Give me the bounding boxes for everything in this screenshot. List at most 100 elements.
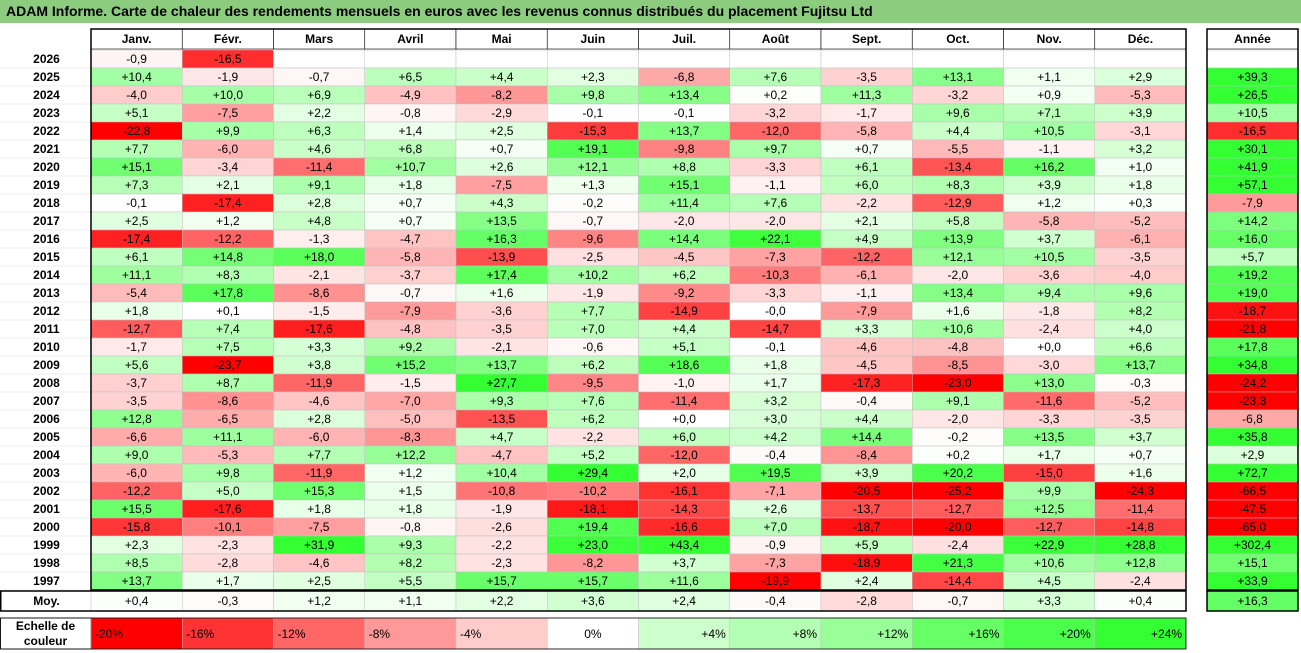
heatmap-cell-value: +9,9 bbox=[216, 124, 240, 138]
heatmap-cell-value: +4,7 bbox=[490, 430, 514, 444]
heatmap-cell-value: +7,3 bbox=[125, 178, 149, 192]
heatmap-cell-value: +1,1 bbox=[1037, 70, 1061, 84]
color-scale-stop-label: +4% bbox=[701, 627, 726, 641]
heatmap-cell-value: -0,7 bbox=[309, 70, 330, 84]
heatmap-cell-value: -9,8 bbox=[674, 142, 695, 156]
heatmap-cell-value: -12,7 bbox=[1035, 520, 1063, 534]
heatmap-cell-value: -7,3 bbox=[765, 556, 786, 570]
heatmap-cell-value: +2,9 bbox=[1129, 70, 1153, 84]
heatmap-cell-value: +2,1 bbox=[216, 178, 240, 192]
year-label: 1997 bbox=[33, 574, 60, 588]
heatmap-cell-value: +6,2 bbox=[581, 358, 605, 372]
heatmap-cell-value: -2,2 bbox=[491, 538, 512, 552]
heatmap-cell-value: -2,1 bbox=[309, 268, 330, 282]
heatmap-cell-value: -2,4 bbox=[948, 538, 969, 552]
heatmap-cell-value: +17,4 bbox=[486, 268, 517, 282]
heatmap-cell-value: -3,3 bbox=[1039, 412, 1060, 426]
annual-cell-value: +57,1 bbox=[1237, 178, 1268, 192]
heatmap-cell-value: +13,1 bbox=[943, 70, 974, 84]
heatmap-cell-value: +29,4 bbox=[578, 466, 609, 480]
heatmap-cell-value: -2,0 bbox=[674, 214, 695, 228]
heatmap-cell-value: +19,1 bbox=[578, 142, 609, 156]
month-header-label: Juin bbox=[581, 32, 606, 46]
heatmap-cell-value: +4,4 bbox=[946, 124, 970, 138]
heatmap-cell-value: -13,7 bbox=[853, 502, 881, 516]
heatmap-cell-value: +1,6 bbox=[490, 286, 514, 300]
year-label: 2013 bbox=[33, 286, 60, 300]
annual-cell-value: +5,7 bbox=[1241, 250, 1265, 264]
heatmap-cell-value: -8,6 bbox=[218, 394, 239, 408]
heatmap-cell-value: -6,5 bbox=[218, 412, 239, 426]
heatmap-cell-value: +7,1 bbox=[1037, 106, 1061, 120]
heatmap-cell-value: +11,3 bbox=[852, 88, 882, 102]
heatmap-cell-value: +4,4 bbox=[855, 412, 879, 426]
heatmap-cell-value: -5,8 bbox=[1039, 214, 1060, 228]
annual-cell-value: +15,1 bbox=[1237, 556, 1268, 570]
heatmap-cell-value: +10,6 bbox=[1034, 556, 1065, 570]
heatmap-cell-value: -12,7 bbox=[123, 322, 151, 336]
heatmap-cell-value: -4,0 bbox=[126, 88, 147, 102]
heatmap-cell-value: +18,6 bbox=[669, 358, 700, 372]
heatmap-cell-value: -3,5 bbox=[1130, 412, 1151, 426]
heatmap-cell-value: -7,5 bbox=[309, 520, 330, 534]
heatmap-cell-value: +6,1 bbox=[855, 160, 879, 174]
heatmap-cell-value: -3,7 bbox=[126, 376, 147, 390]
heatmap-cell-value: +0,7 bbox=[399, 214, 423, 228]
heatmap-cell-value: -2,2 bbox=[583, 430, 604, 444]
heatmap-cell-value: +12,8 bbox=[121, 412, 152, 426]
heatmap-cell-value: -15,0 bbox=[1035, 466, 1063, 480]
heatmap-cell-value: -2,3 bbox=[218, 538, 239, 552]
heatmap-cell-value: +7,5 bbox=[216, 340, 240, 354]
heatmap-cell-value: -2,0 bbox=[948, 412, 969, 426]
heatmap-cell-value: +0,1 bbox=[216, 304, 240, 318]
heatmap-cell-value: +9,3 bbox=[490, 394, 514, 408]
heatmap-cell-value: -11,6 bbox=[1036, 394, 1063, 408]
heatmap-cell-value: +2,6 bbox=[764, 502, 788, 516]
heatmap-cell-value: +19,5 bbox=[760, 466, 791, 480]
heatmap-cell-value: +4,9 bbox=[855, 232, 879, 246]
heatmap-cell-value: -1,7 bbox=[126, 340, 147, 354]
average-cell-value: +0,4 bbox=[1129, 594, 1153, 608]
heatmap-cell-value: +5,2 bbox=[581, 448, 605, 462]
heatmap-cell-value: +4,4 bbox=[490, 70, 514, 84]
heatmap-cell-value: -14,9 bbox=[670, 304, 698, 318]
heatmap-cell-value: -4,8 bbox=[948, 340, 969, 354]
heatmap-cell-value: -4,9 bbox=[400, 88, 421, 102]
year-label: 2021 bbox=[33, 142, 60, 156]
report-title: ADAM Informe. Carte de chaleur des rende… bbox=[0, 0, 1301, 23]
heatmap-cell-value: +0,2 bbox=[946, 448, 970, 462]
heatmap-cell-value: -25,2 bbox=[944, 484, 972, 498]
average-row-label: Moy. bbox=[33, 594, 59, 608]
heatmap-cell-value: -8,2 bbox=[583, 556, 604, 570]
heatmap-cell-value: +1,0 bbox=[1129, 160, 1153, 174]
average-cell-value: +0,4 bbox=[125, 594, 149, 608]
heatmap-cell-value: +7,7 bbox=[125, 142, 149, 156]
annual-cell-value: +30,1 bbox=[1237, 142, 1268, 156]
heatmap-cell-value: +12,1 bbox=[578, 160, 609, 174]
heatmap-cell-value: -8,2 bbox=[491, 88, 512, 102]
heatmap-cell-value: -2,5 bbox=[583, 250, 604, 264]
heatmap-cell-value: -5,3 bbox=[218, 448, 239, 462]
heatmap-cell-value: +23,0 bbox=[578, 538, 609, 552]
heatmap-cell-value: -9,5 bbox=[583, 376, 604, 390]
color-scale-swatch bbox=[820, 617, 913, 650]
heatmap-cell-value: +6,0 bbox=[855, 178, 879, 192]
heatmap-cell-value: +1,2 bbox=[1037, 196, 1061, 210]
heatmap-cell-value: -0,1 bbox=[126, 196, 147, 210]
heatmap-cell-value: +13,5 bbox=[486, 214, 517, 228]
heatmap-cell-value: -1,5 bbox=[309, 304, 330, 318]
heatmap-cell-value: +9,8 bbox=[216, 466, 240, 480]
heatmap-cell-value: +14,4 bbox=[851, 430, 882, 444]
year-label: 2024 bbox=[33, 88, 60, 102]
heatmap-cell-value: -0,7 bbox=[400, 286, 421, 300]
heatmap-cell bbox=[912, 49, 1004, 69]
heatmap-cell bbox=[820, 49, 913, 69]
heatmap-cell-value: +2,2 bbox=[307, 106, 331, 120]
heatmap-cell-value: +12,2 bbox=[395, 448, 426, 462]
heatmap-cell-value: +7,0 bbox=[581, 322, 605, 336]
heatmap-cell-value: -12,0 bbox=[670, 448, 698, 462]
heatmap-cell-value: +3,8 bbox=[307, 358, 331, 372]
heatmap-cell-value: +4,5 bbox=[1037, 574, 1061, 588]
heatmap-cell-value: -2,4 bbox=[1130, 574, 1151, 588]
heatmap-cell-value: +3,0 bbox=[764, 412, 788, 426]
